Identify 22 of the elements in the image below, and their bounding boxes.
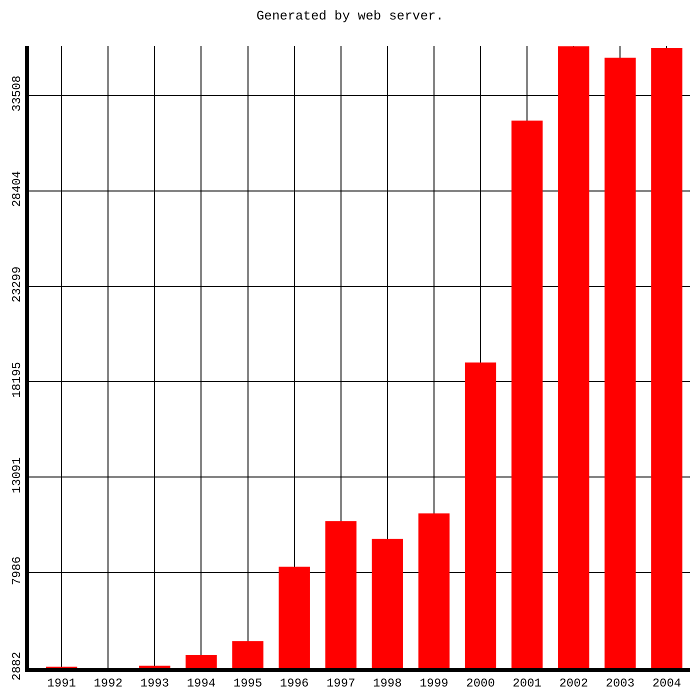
x-tick-label: 2001 [512, 676, 542, 690]
x-tick-label: 1996 [280, 676, 309, 690]
x-tick-label: 1993 [140, 676, 170, 690]
x-tick-label: 1998 [373, 676, 402, 690]
chart-title: Generated by web server. [256, 8, 444, 24]
x-tick-label: 2002 [559, 676, 588, 690]
y-tick-label: 2882 [10, 652, 24, 681]
x-tick-label: 2004 [652, 676, 682, 690]
x-tick-label: 1994 [186, 676, 216, 690]
x-tick-label: 2000 [466, 676, 495, 690]
y-tick-label: 18195 [10, 362, 24, 398]
x-tick-label: 1992 [94, 676, 123, 690]
y-tick-label: 33508 [10, 76, 24, 112]
x-tick-label: 1999 [420, 676, 448, 690]
x-tick-label: 2003 [606, 676, 635, 690]
y-tick-label: 7986 [10, 556, 24, 586]
x-tick-label: 1991 [47, 676, 76, 690]
x-tick-label: 1997 [326, 676, 356, 690]
y-tick-label: 13091 [10, 457, 24, 494]
y-tick-label: 23299 [10, 266, 24, 302]
y-tick-label: 28404 [10, 171, 24, 208]
x-tick-label: 1995 [233, 676, 262, 690]
